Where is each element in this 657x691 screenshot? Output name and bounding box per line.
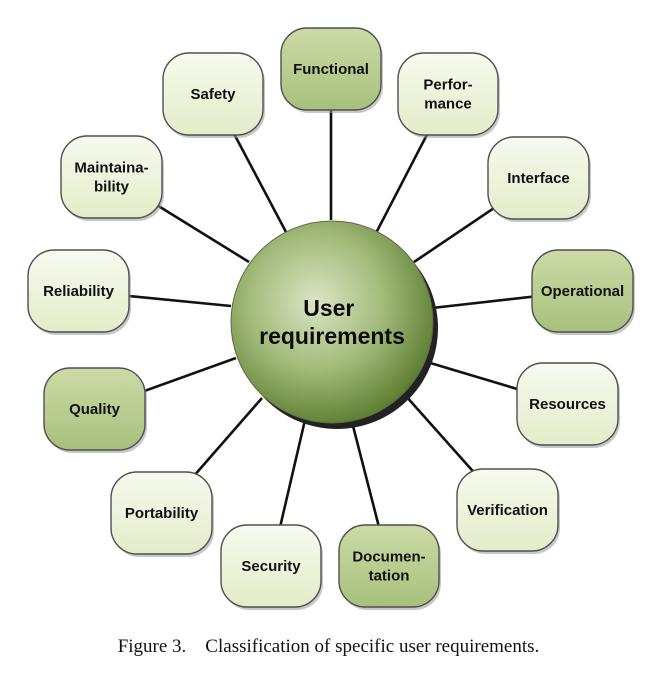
node-label-line: Security	[241, 558, 301, 575]
node-box	[220, 524, 322, 608]
center-node-circle	[230, 220, 434, 424]
node-label-line: Maintaina-	[74, 160, 148, 177]
node-performance: Perfor-mance	[397, 52, 500, 138]
node-security: Security	[220, 524, 323, 610]
node-box	[516, 362, 619, 446]
node-label-line: mance	[424, 96, 472, 113]
center-label-line-1: User	[303, 295, 354, 321]
center-node-label: User requirements	[259, 295, 405, 349]
node-label: Reliability	[43, 283, 115, 300]
node-box	[456, 468, 559, 552]
node-functional: Functional	[280, 27, 383, 113]
node-box	[338, 524, 440, 608]
node-box	[531, 249, 634, 333]
node-label-line: Perfor-	[423, 77, 472, 94]
node-box	[110, 471, 213, 555]
node-quality: Quality	[43, 367, 147, 453]
node-label: Quality	[69, 401, 121, 418]
node-label-line: Safety	[190, 86, 236, 103]
node-portability: Portability	[110, 471, 214, 557]
node-safety: Safety	[162, 52, 265, 138]
node-label: Security	[241, 558, 301, 575]
node-reliability: Reliability	[27, 249, 131, 335]
node-box	[162, 52, 264, 136]
node-interface: Interface	[487, 136, 591, 222]
node-documentation: Documen-tation	[338, 524, 441, 610]
node-label: Documen-tation	[352, 549, 425, 585]
node-label: Interface	[507, 170, 570, 187]
node-maintainability: Maintaina-bility	[60, 135, 164, 221]
node-box	[60, 135, 163, 219]
node-label-line: Reliability	[43, 283, 115, 300]
node-box	[397, 52, 499, 136]
figure-caption: Figure 3. Classification of specific use…	[117, 636, 540, 657]
node-resources: Resources	[516, 362, 620, 448]
node-verification: Verification	[456, 468, 560, 554]
node-label: Safety	[190, 86, 236, 103]
node-label-line: Interface	[507, 170, 570, 187]
node-label-line: bility	[94, 179, 130, 196]
node-label: Portability	[125, 505, 199, 522]
node-box	[27, 249, 130, 333]
center-label-line-2: requirements	[259, 323, 405, 349]
node-label-line: Verification	[467, 502, 548, 519]
node-label-line: Operational	[541, 283, 624, 300]
requirements-diagram: Functional Perfor-mance Interface Operation…	[27, 27, 635, 610]
node-label-line: Resources	[529, 396, 606, 413]
node-label: Perfor-mance	[423, 77, 472, 113]
node-label-line: Documen-	[352, 549, 425, 566]
node-label: Maintaina-bility	[74, 160, 148, 196]
node-label-line: Quality	[69, 401, 121, 418]
node-operational: Operational	[531, 249, 635, 335]
node-label: Verification	[467, 502, 548, 519]
requirement-nodes: Functional Perfor-mance Interface Operation…	[27, 27, 635, 610]
node-box	[487, 136, 590, 220]
node-label-line: Functional	[293, 61, 369, 78]
node-label-line: Portability	[125, 505, 199, 522]
node-label: Resources	[529, 396, 606, 413]
node-label: Functional	[293, 61, 369, 78]
node-box	[280, 27, 382, 111]
node-box	[43, 367, 146, 451]
node-label: Operational	[541, 283, 624, 300]
node-label-line: tation	[369, 568, 410, 585]
center-node: User requirements	[230, 220, 438, 429]
